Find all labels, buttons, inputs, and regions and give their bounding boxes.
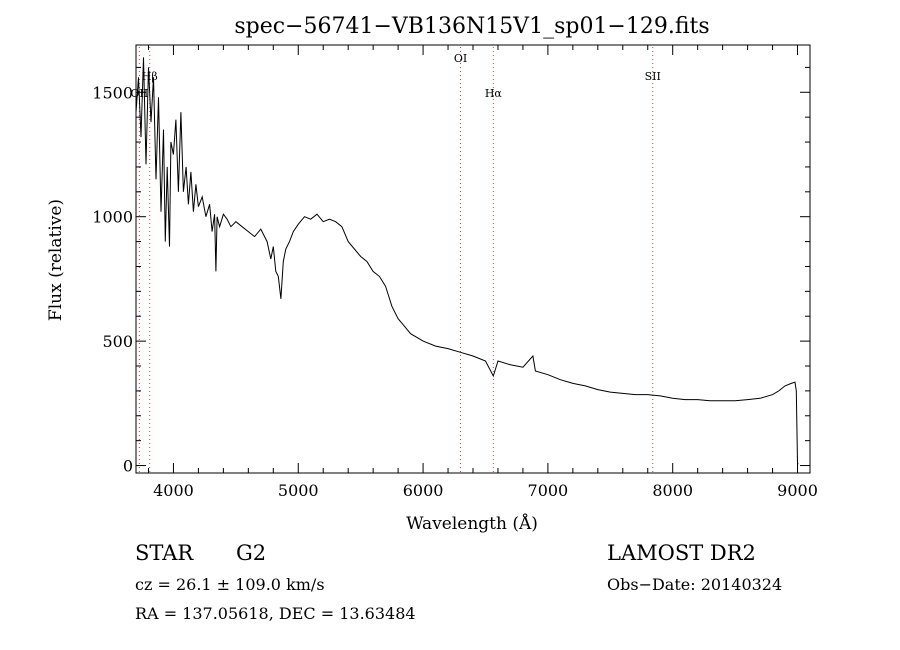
survey-name: LAMOST DR2 — [607, 541, 756, 565]
x-tick-label: 7000 — [528, 481, 569, 500]
y-tick-label: 1500 — [92, 83, 133, 102]
obs-date: Obs−Date: 20140324 — [607, 575, 783, 594]
ra-dec-coordinates: RA = 137.05618, DEC = 13.63484 — [135, 604, 416, 623]
x-tick-label: 4000 — [153, 481, 194, 500]
plot-frame — [135, 44, 811, 474]
object-class: STAR — [135, 541, 194, 565]
marker-label-OI: OI — [454, 52, 467, 65]
marker-label-SII: SII — [645, 70, 661, 83]
redshift-cz: cz = 26.1 ± 109.0 km/s — [135, 575, 325, 594]
x-axis-label: Wavelength (Å) — [406, 513, 538, 534]
x-tick-label: 9000 — [777, 481, 818, 500]
chart-title: spec−56741−VB136N15V1_sp01−129.fits — [234, 14, 709, 39]
y-tick-label: 500 — [102, 332, 133, 351]
x-tick-label: 6000 — [403, 481, 444, 500]
y-axis-label: Flux (relative) — [46, 199, 66, 321]
marker-label-Halpha: Hα — [485, 87, 503, 100]
x-tick-label: 5000 — [278, 481, 319, 500]
spectrum-line — [135, 57, 799, 465]
y-tick-label: 1000 — [92, 208, 133, 227]
y-tick-label: 0 — [123, 457, 133, 476]
object-subclass: G2 — [236, 541, 267, 565]
x-tick-label: 8000 — [652, 481, 693, 500]
